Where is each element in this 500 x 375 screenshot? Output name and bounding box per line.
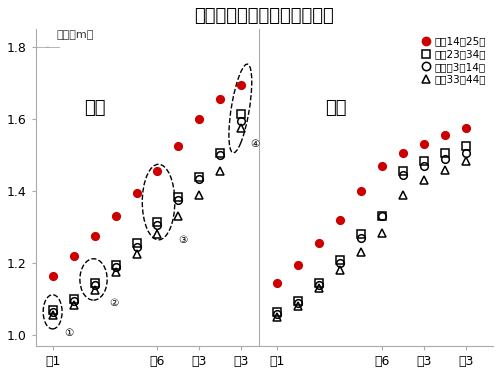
Text: 身長（m）: 身長（m） xyxy=(57,30,94,40)
Text: ①: ① xyxy=(64,328,74,338)
Text: 男子: 男子 xyxy=(84,99,106,117)
Text: ④: ④ xyxy=(250,140,260,150)
Legend: 平成14～25年, 昭和23～34年, 昭和　3～14年, 明治33～44年: 平成14～25年, 昭和23～34年, 昭和 3～14年, 明治33～44年 xyxy=(420,34,488,87)
Text: 女子: 女子 xyxy=(325,99,346,117)
Text: ②: ② xyxy=(109,298,118,308)
Text: ③: ③ xyxy=(178,235,188,245)
Title: 身長の推移、小学校入学以降: 身長の推移、小学校入学以降 xyxy=(194,7,334,25)
